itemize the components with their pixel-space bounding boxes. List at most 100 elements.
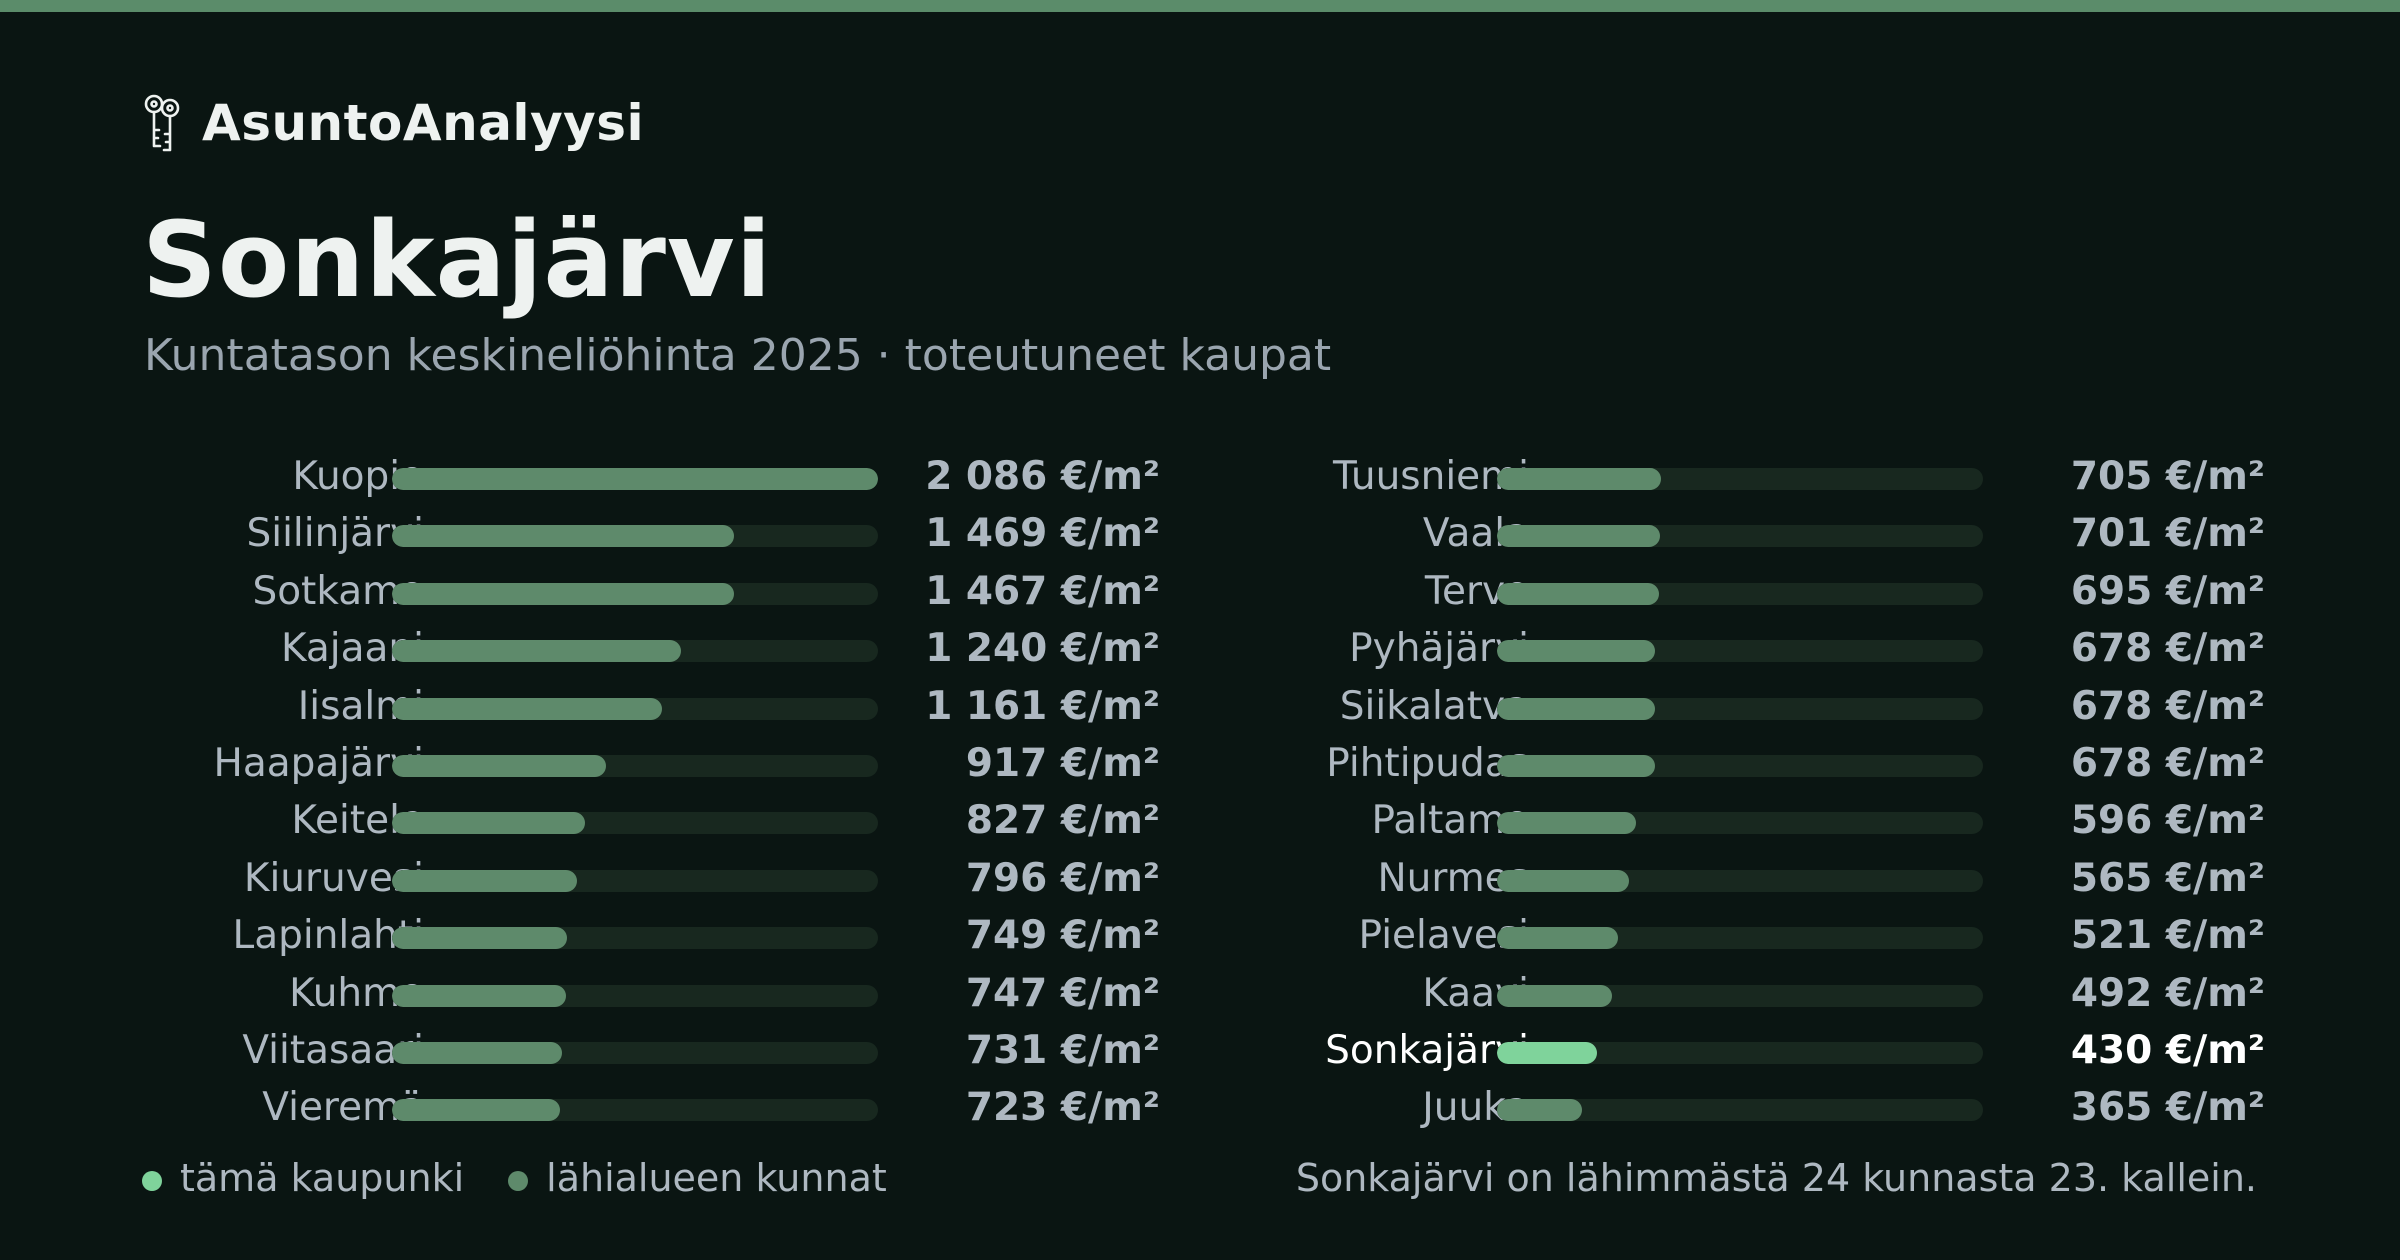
bar-track	[392, 525, 878, 548]
bar-row: Juuka 365 €/m²	[1205, 1079, 2265, 1136]
bar-row: Sonkajärvi 430 €/m²	[1205, 1022, 2265, 1079]
bar	[1497, 1099, 1583, 1122]
bar-row: Siikalatva 678 €/m²	[1205, 678, 2265, 735]
page-title: Sonkajärvi	[142, 199, 773, 321]
bar	[1497, 927, 1619, 950]
bar-value-label: 678 €/m²	[2070, 740, 2265, 786]
bar-row: Pihtipudas 678 €/m²	[1205, 735, 2265, 792]
brand: AsuntoAnalyysi	[140, 88, 644, 158]
bar-track	[1497, 1041, 1983, 1064]
bar	[1497, 468, 1662, 490]
legend-item-nearby: lähialueen kunnat	[508, 1156, 887, 1200]
bar-row: Kajaani 1 240 €/m²	[100, 620, 1160, 677]
bar-track	[392, 927, 878, 950]
bar	[392, 869, 578, 892]
bar	[392, 984, 567, 1007]
bar-row: Tuusniemi 705 €/m²	[1205, 448, 2265, 505]
bar-value-label: 705 €/m²	[2070, 454, 2265, 499]
bar-track	[392, 984, 878, 1007]
top-accent-bar	[0, 0, 2400, 12]
keys-icon	[144, 94, 180, 152]
bar-row: Vieremä 723 €/m²	[100, 1079, 1160, 1136]
bar-row: Lapinlahti 749 €/m²	[100, 907, 1160, 964]
legend-label-nearby: lähialueen kunnat	[546, 1156, 887, 1200]
bar	[392, 582, 734, 605]
bar	[1497, 754, 1655, 777]
bar-track	[392, 640, 878, 663]
bar-value-label: 1 240 €/m²	[925, 626, 1160, 672]
bar-value-label: 678 €/m²	[2070, 626, 2265, 672]
page-subtitle: Kuntatason keskineliöhinta 2025 · toteut…	[144, 330, 1332, 381]
bar	[392, 927, 567, 950]
bar-value-label: 731 €/m²	[965, 1027, 1160, 1073]
bar	[1497, 582, 1659, 605]
bar-value-label: 365 €/m²	[2070, 1085, 2265, 1131]
bar-row: Tervo 695 €/m²	[1205, 563, 2265, 620]
bar-row: Haapajärvi 917 €/m²	[100, 735, 1160, 792]
bar-label: Tuusniemi	[1332, 454, 1529, 499]
bar-track	[1497, 640, 1983, 663]
bar	[1497, 525, 1661, 548]
bar-row: Nurmes 565 €/m²	[1205, 850, 2265, 907]
bar-track	[392, 754, 878, 777]
bar-track	[1497, 869, 1983, 892]
legend-item-this-city: tämä kaupunki	[142, 1156, 464, 1200]
bar-track	[1497, 468, 1983, 490]
chart-column-right: Tuusniemi 705 €/m² Vaala 701 €/m² Tervo 695 €…	[1205, 448, 2265, 1137]
bar-value-label: 521 €/m²	[2070, 913, 2265, 959]
bar-value-label: 917 €/m²	[965, 740, 1160, 786]
bar	[1497, 812, 1636, 835]
bar	[392, 697, 663, 720]
bar-value-label: 796 €/m²	[965, 855, 1160, 901]
bar	[392, 812, 585, 835]
bar-value-label: 1 161 €/m²	[925, 683, 1160, 729]
bar-value-label: 695 €/m²	[2070, 568, 2265, 614]
bar-value-label: 827 €/m²	[965, 798, 1160, 844]
bar-track	[392, 869, 878, 892]
bar-track	[392, 1041, 878, 1064]
bar-row: Iisalmi 1 161 €/m²	[100, 678, 1160, 735]
bar-track	[1497, 984, 1983, 1007]
bar	[1497, 697, 1655, 720]
legend-label-this-city: tämä kaupunki	[180, 1156, 465, 1200]
bar-row: Kaavi 492 €/m²	[1205, 965, 2265, 1022]
bar-track	[1497, 927, 1983, 950]
bar	[392, 1041, 563, 1064]
bar-row: Sotkamo 1 467 €/m²	[100, 563, 1160, 620]
bar-label: Pihtipudas	[1326, 740, 1529, 786]
bar	[392, 525, 735, 548]
bar	[1497, 640, 1655, 663]
bar-track	[1497, 754, 1983, 777]
bar-row: Kuhmo 747 €/m²	[100, 965, 1160, 1022]
bar	[392, 640, 681, 663]
bar-row: Pielavesi 521 €/m²	[1205, 907, 2265, 964]
bar-value-label: 678 €/m²	[2070, 683, 2265, 729]
bar-row: Kiuruvesi 796 €/m²	[100, 850, 1160, 907]
bar	[1497, 869, 1629, 892]
bar-row: Keitele 827 €/m²	[100, 792, 1160, 849]
bar-row: Paltamo 596 €/m²	[1205, 792, 2265, 849]
bar-track	[392, 468, 878, 490]
bar-value-label: 701 €/m²	[2070, 511, 2265, 557]
bar	[1497, 984, 1612, 1007]
bar-track	[392, 697, 878, 720]
bar	[1497, 1041, 1598, 1064]
bar-track	[392, 1099, 878, 1122]
bar-value-label: 1 467 €/m²	[925, 568, 1160, 614]
bar-row: Viitasaari 731 €/m²	[100, 1022, 1160, 1079]
bar-track	[392, 812, 878, 835]
bar-row: Vaala 701 €/m²	[1205, 505, 2265, 562]
bar-value-label: 565 €/m²	[2070, 855, 2265, 901]
bar-value-label: 749 €/m²	[965, 913, 1160, 959]
bar-label: Sonkajärvi	[1325, 1027, 1529, 1073]
bar-value-label: 430 €/m²	[2070, 1027, 2265, 1073]
bar-value-label: 492 €/m²	[2070, 970, 2265, 1016]
chart-column-left: Kuopio 2 086 €/m² Siilinjärvi 1 469 €/m² Sot…	[100, 448, 1160, 1137]
bar-track	[1497, 812, 1983, 835]
bar-value-label: 747 €/m²	[965, 970, 1160, 1016]
bar-track	[1497, 1099, 1983, 1122]
bar-row: Pyhäjärvi 678 €/m²	[1205, 620, 2265, 677]
bar	[392, 754, 606, 777]
bar-track	[1497, 697, 1983, 720]
rank-note: Sonkajärvi on lähimmästä 24 kunnasta 23.…	[1295, 1156, 2257, 1200]
